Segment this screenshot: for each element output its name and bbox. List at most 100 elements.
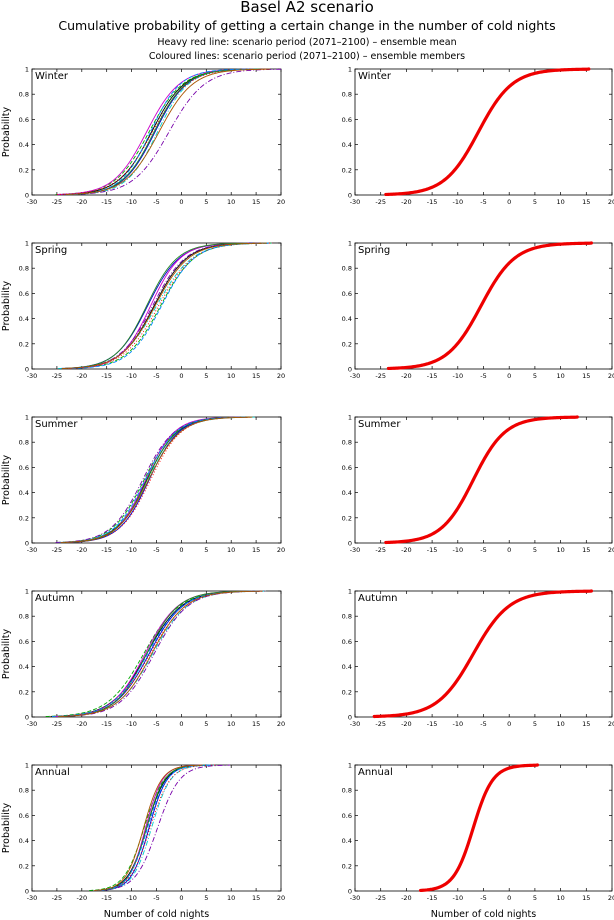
x-tick-label: 10 (227, 198, 235, 206)
ensemble-member-line (56, 416, 249, 543)
season-label: Spring (358, 245, 390, 256)
x-tick-label: 5 (533, 720, 537, 728)
x-tick-label: 20 (608, 720, 614, 728)
x-tick-label: -15 (427, 546, 438, 554)
x-tick-label: -20 (76, 546, 87, 554)
y-tick-label: 0 (25, 714, 29, 722)
ensemble-member-line (65, 68, 270, 195)
y-tick-label: 1 (25, 762, 29, 770)
x-tick-label: -10 (126, 720, 137, 728)
y-tick-label: 0.2 (342, 862, 352, 870)
y-tick-label: 0.6 (342, 464, 352, 472)
x-tick-label: -10 (452, 546, 463, 554)
x-tick-label: -30 (350, 720, 361, 728)
ensemble-member-line (68, 68, 260, 195)
ensemble-member-line (58, 590, 263, 717)
y-tick-label: 0.2 (342, 340, 352, 348)
ensemble-member-line (100, 764, 208, 891)
x-tick-label: 10 (227, 720, 235, 728)
plot-frame (31, 68, 282, 196)
x-tick-label: -20 (401, 720, 412, 728)
y-tick-label: 0.4 (342, 141, 352, 149)
y-tick-label: 0.4 (19, 489, 29, 497)
ensemble-member-line (54, 590, 253, 717)
ensemble-mean-line (384, 67, 591, 197)
x-tick-label: -15 (427, 372, 438, 380)
y-axis-label: Probability (1, 803, 12, 854)
x-tick-label: 5 (204, 720, 208, 728)
x-tick-label: 15 (252, 546, 260, 554)
x-tick-label: -25 (52, 372, 63, 380)
y-tick-label: 0.6 (19, 290, 29, 298)
y-tick-label: 0 (25, 540, 29, 548)
page-title: Basel A2 scenario (240, 0, 374, 16)
season-label: Annual (35, 767, 70, 778)
y-tick-label: 0.2 (19, 166, 29, 174)
x-tick-label: -30 (27, 720, 38, 728)
x-tick-label: 10 (556, 372, 564, 380)
ensemble-member-line (58, 242, 274, 369)
y-tick-label: 0.6 (19, 638, 29, 646)
ensemble-mean-line (384, 415, 579, 545)
y-axis-label: Probability (1, 455, 12, 506)
y-tick-label: 0.6 (19, 812, 29, 820)
x-tick-label: -25 (52, 894, 63, 902)
y-tick-label: 0.8 (19, 613, 29, 621)
x-tick-label: -10 (126, 198, 137, 206)
y-tick-label: 1 (25, 414, 29, 422)
y-tick-label: 1 (25, 588, 29, 596)
y-tick-label: 0.4 (342, 315, 352, 323)
x-tick-label: -15 (101, 720, 112, 728)
ensemble-member-line (56, 416, 255, 543)
ensemble-member-line (55, 68, 260, 195)
x-tick-label: 0 (507, 894, 511, 902)
y-tick-label: 1 (348, 414, 352, 422)
x-tick-label: 0 (179, 372, 183, 380)
y-tick-label: 0.8 (342, 439, 352, 447)
y-tick-label: 0 (348, 714, 352, 722)
ensemble-member-line (61, 242, 267, 369)
ensemble-member-line (65, 416, 252, 543)
y-tick-label: 0.8 (342, 613, 352, 621)
x-tick-label: 15 (252, 372, 260, 380)
x-tick-label: -20 (76, 198, 87, 206)
season-label: Winter (35, 71, 69, 82)
y-tick-label: 0.4 (342, 489, 352, 497)
panel-summer-mean: -30 -25 -20 -15 -10 -5 0 5 10 15 20 0 0.2 0.4 0.6 0.8 1S… (342, 414, 614, 555)
x-tick-label: -20 (76, 372, 87, 380)
season-label: Spring (35, 245, 67, 256)
y-tick-label: 0 (348, 540, 352, 548)
x-tick-label: 20 (608, 894, 614, 902)
x-tick-label: -15 (101, 894, 112, 902)
plot-frame (31, 242, 282, 370)
x-tick-label: -15 (101, 546, 112, 554)
x-tick-label: -10 (126, 894, 137, 902)
ensemble-member-line (60, 590, 265, 717)
x-tick-label: 20 (277, 720, 285, 728)
x-tick-label: -25 (375, 198, 386, 206)
y-tick-label: 0.6 (342, 812, 352, 820)
ensemble-member-line (55, 590, 260, 717)
y-tick-label: 0.2 (19, 340, 29, 348)
x-tick-label: -15 (427, 894, 438, 902)
x-tick-label: -5 (480, 894, 486, 902)
x-tick-label: -20 (76, 720, 87, 728)
ensemble-member-line (97, 764, 231, 891)
x-tick-label: -10 (126, 372, 137, 380)
x-tick-label: -30 (27, 546, 38, 554)
x-tick-label: -20 (76, 894, 87, 902)
x-tick-label: -25 (52, 546, 63, 554)
ensemble-member-line (89, 764, 211, 891)
x-tick-label: -10 (452, 894, 463, 902)
ensemble-member-line (71, 242, 269, 369)
x-tick-label: -5 (480, 546, 486, 554)
x-tick-label: -5 (153, 894, 159, 902)
ensemble-member-line (51, 590, 268, 717)
x-tick-label: 20 (277, 372, 285, 380)
x-tick-label: 5 (533, 546, 537, 554)
y-tick-label: 0.4 (19, 315, 29, 323)
ensemble-member-line (50, 590, 262, 717)
x-tick-label: -25 (375, 372, 386, 380)
x-tick-label: 20 (608, 372, 614, 380)
ensemble-member-line (55, 416, 248, 543)
